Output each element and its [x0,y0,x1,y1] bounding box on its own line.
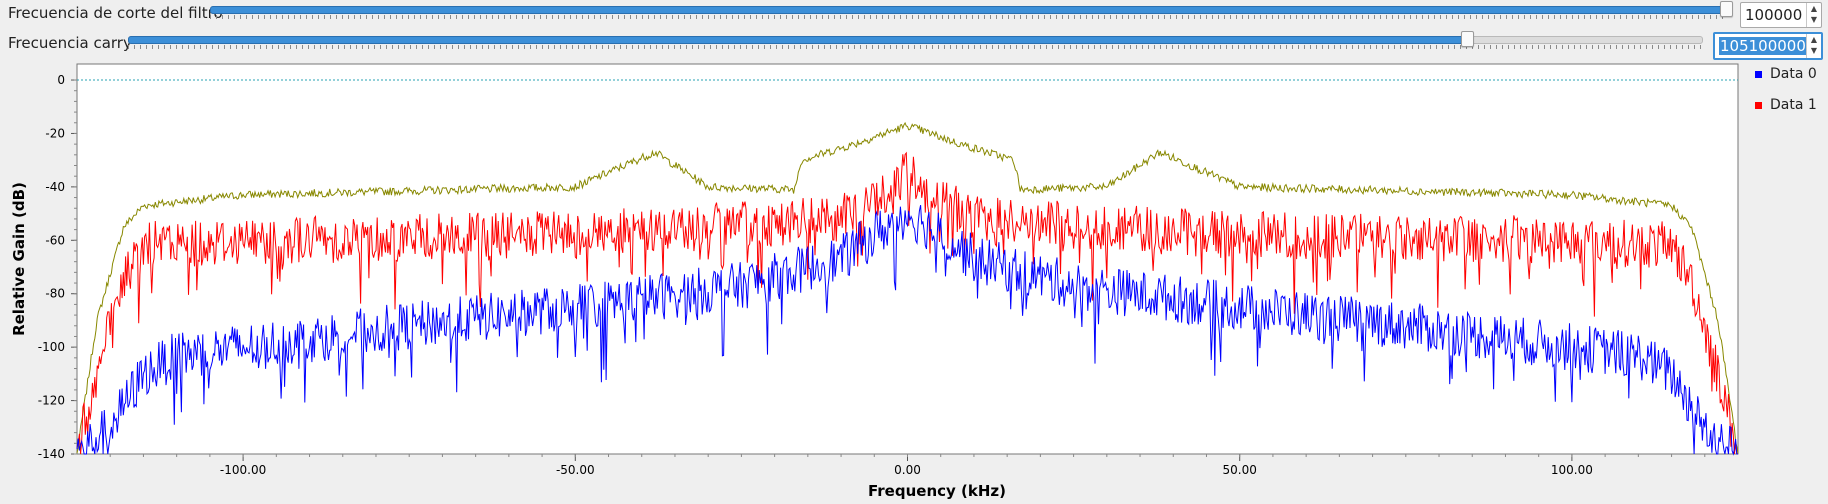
y-axis: 0 -20 -40 -60 -80 -100 -120 -140 [38,73,77,461]
carry-label: Frecuencia carry [8,34,132,52]
carry-slider-fill [128,36,1469,44]
cutoff-slider-fill [210,6,1728,14]
carry-spin-arrows[interactable]: ▲ ▼ [1806,34,1821,58]
series-line-data-0 [76,204,1738,456]
y-tick-label: -120 [38,394,65,408]
y-axis-label: Relative Gain (dB) [10,182,28,336]
x-tick-label: 0.00 [894,463,921,477]
cutoff-spin-arrows[interactable]: ▲ ▼ [1806,3,1821,27]
series-line-data-1 [76,151,1738,455]
series-line-data-2 [76,121,1739,455]
spin-down-icon[interactable]: ▼ [1810,15,1818,24]
y-tick-label: -100 [38,340,65,354]
series-layer [76,121,1739,456]
y-tick-label: -40 [45,180,65,194]
y-tick-label: 0 [57,73,65,87]
spin-up-icon[interactable]: ▲ [1810,4,1818,13]
spin-down-icon[interactable]: ▼ [1810,46,1818,55]
cutoff-slider-ticks [210,15,1728,19]
x-tick-label: -100.00 [220,463,266,477]
y-tick-label: -60 [45,233,65,247]
plot-canvas [76,63,1739,455]
carry-row: Frecuencia carry 105100000 ▲ ▼ [0,30,1828,60]
x-tick-label: 100.00 [1551,463,1593,477]
y-tick-label: -80 [45,287,65,301]
cutoff-slider-handle[interactable] [1720,1,1733,17]
y-tick-label: -140 [38,447,65,461]
carry-slider[interactable] [128,31,1703,50]
cutoff-spinbox[interactable]: 100000 ▲ ▼ [1740,2,1822,28]
carry-slider-handle[interactable] [1461,31,1474,47]
legend-swatch-data-1 [1755,102,1762,109]
x-tick-label: -50.00 [556,463,595,477]
carry-value[interactable]: 105100000 [1719,37,1807,55]
spectrum-plot[interactable]: 0 -20 -40 -60 -80 -100 -120 -140 -100.00 -50.00 0… [0,56,1828,504]
spin-up-icon[interactable]: ▲ [1810,35,1818,44]
carry-spinbox[interactable]: 105100000 ▲ ▼ [1713,32,1823,60]
x-tick-label: 50.00 [1223,463,1257,477]
legend-label-data-1: Data 1 [1770,97,1817,113]
cutoff-row: Frecuencia de corte del filtro 100000 ▲ ▼ [0,0,1828,28]
cutoff-slider[interactable] [210,1,1733,20]
cutoff-value[interactable]: 100000 [1745,6,1803,24]
x-axis: -100.00 -50.00 0.00 50.00 100.00 [109,454,1706,477]
legend-swatch-data-0 [1755,71,1762,78]
carry-slider-ticks [128,45,1703,49]
cutoff-label: Frecuencia de corte del filtro [8,4,223,22]
legend-label-data-0: Data 0 [1770,66,1817,82]
x-axis-label: Frequency (kHz) [868,482,1006,500]
y-tick-label: -20 [45,126,65,140]
